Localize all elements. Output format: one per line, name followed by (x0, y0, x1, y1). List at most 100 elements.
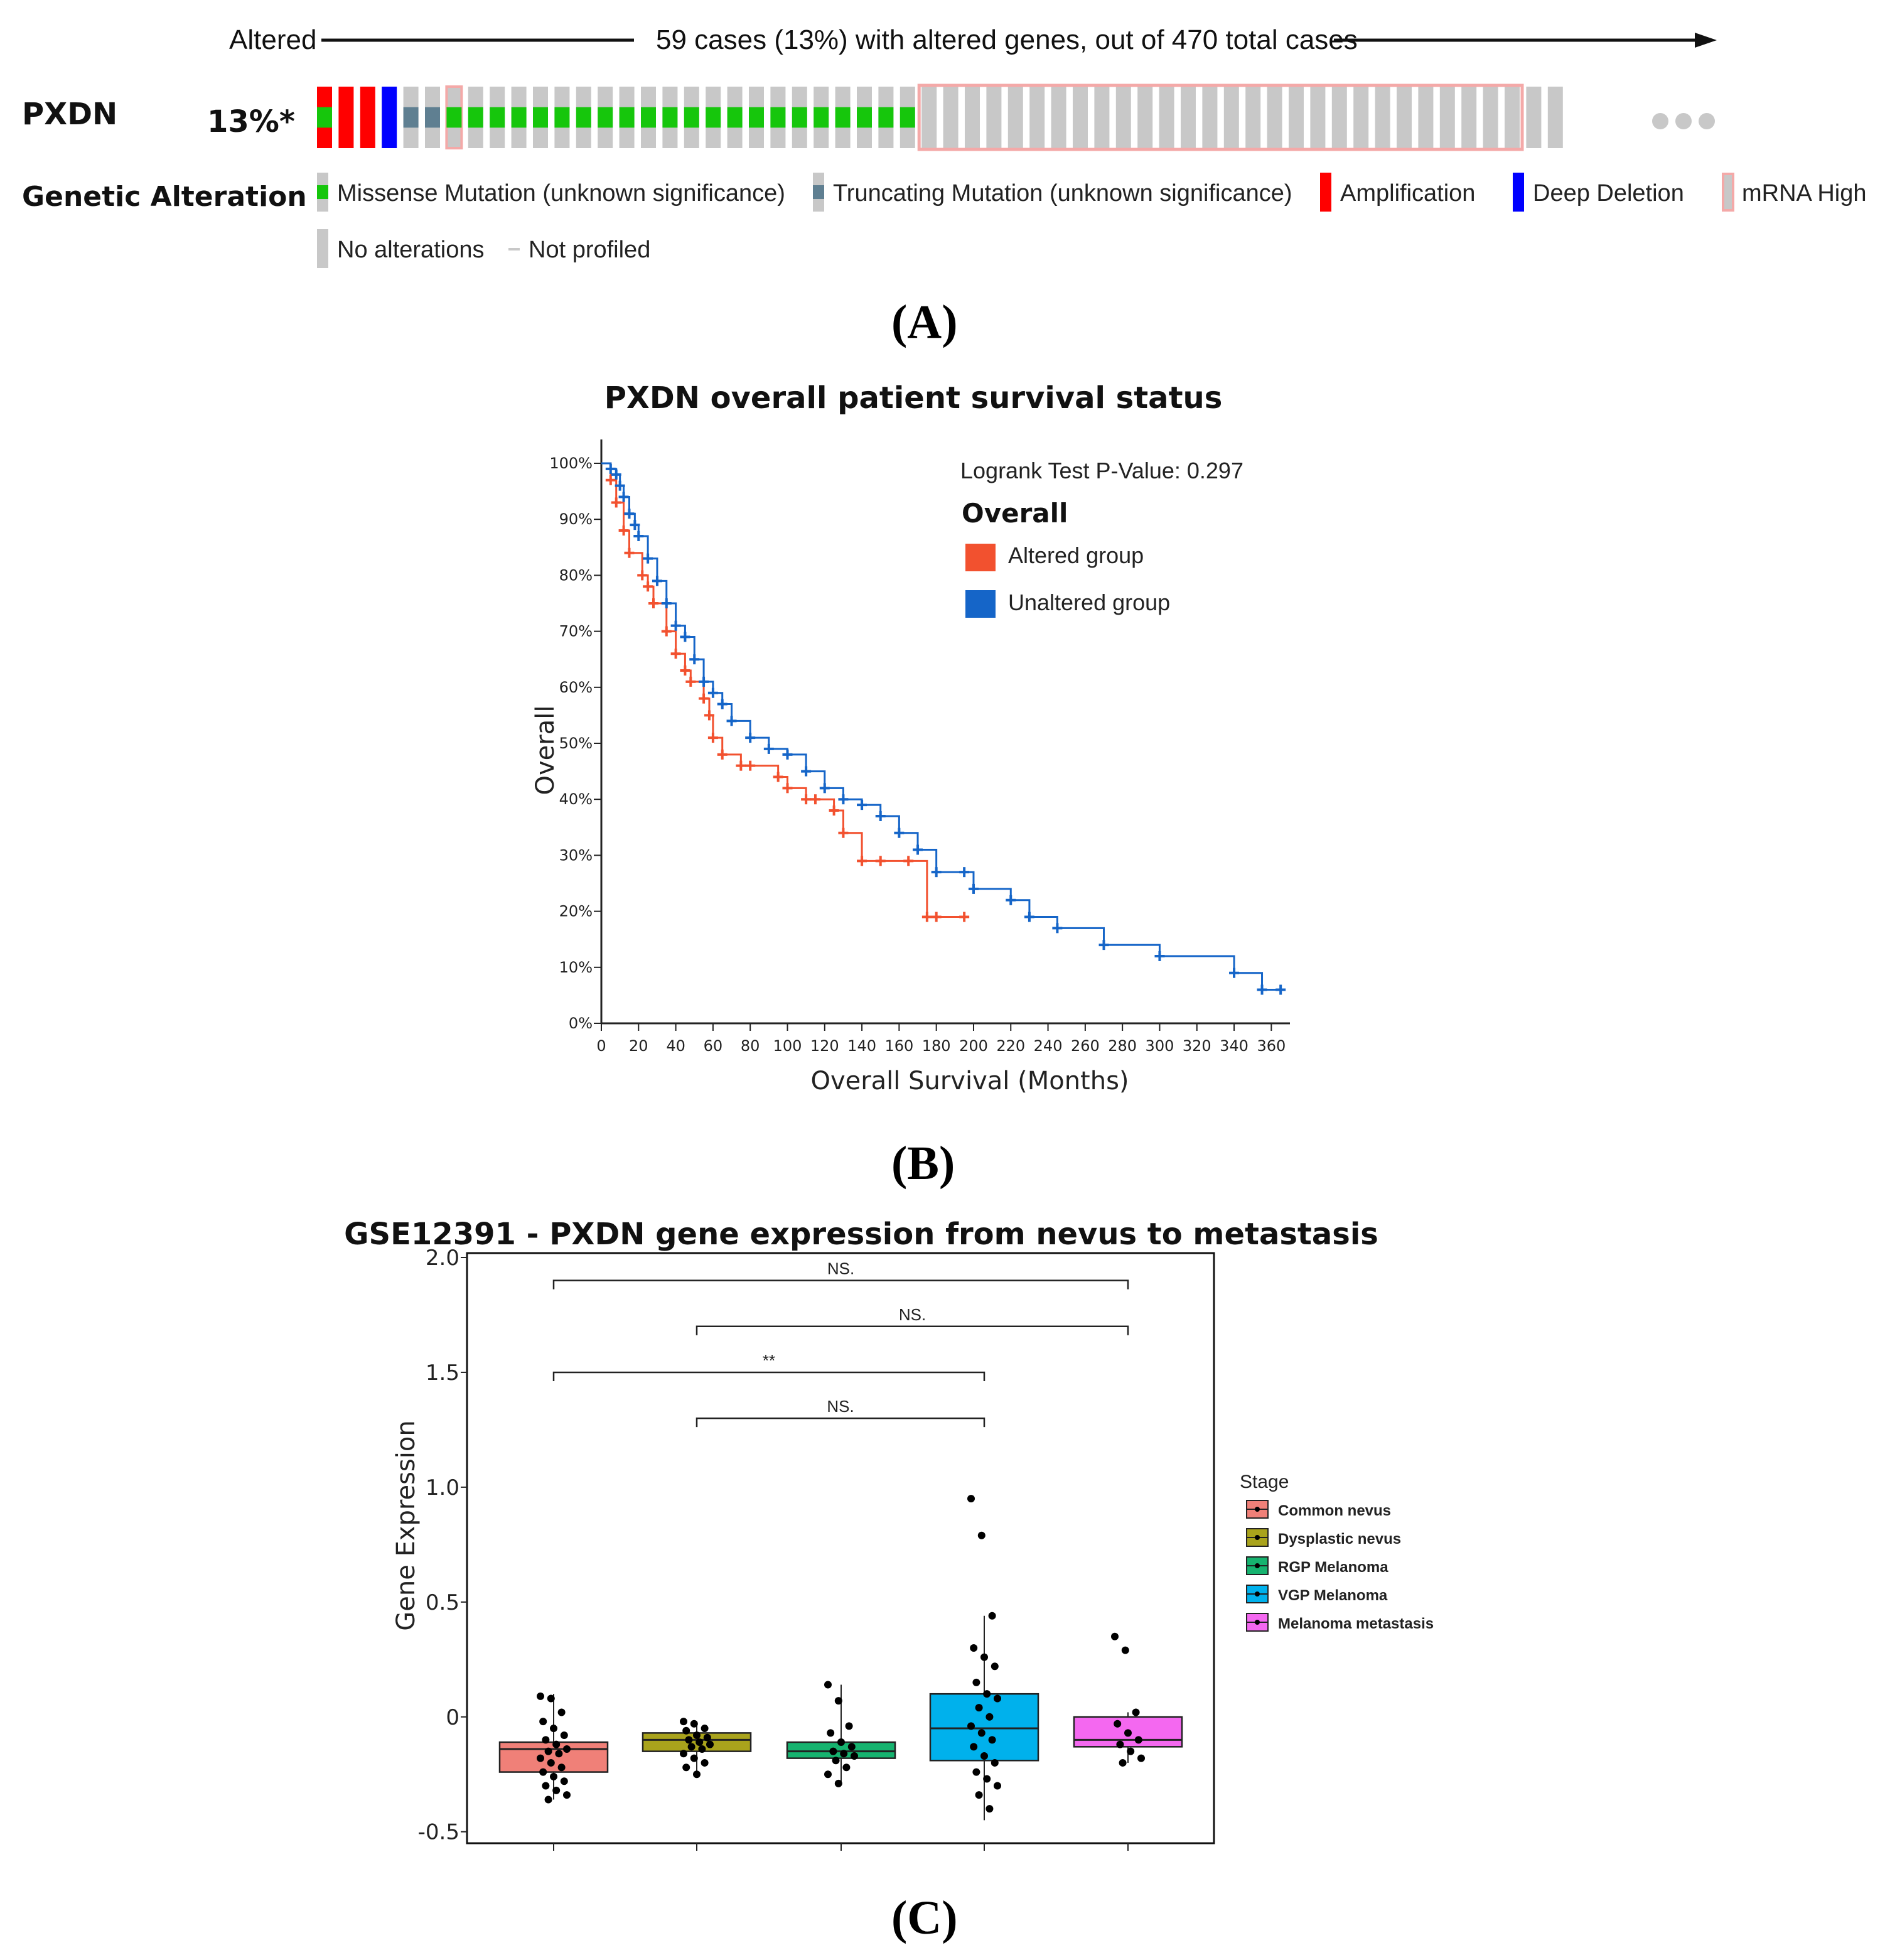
missense-mark (835, 107, 851, 128)
oncoprint-cell (1007, 87, 1023, 148)
km-axes: 0 20 40 60 80 100 120 140 160 180 200 220 240 260 280 3… (549, 439, 1290, 1055)
data-point (552, 1786, 561, 1794)
censor-mark (717, 749, 728, 760)
km-legend-title: Overall (962, 498, 1068, 529)
stage-legend-item: Dysplastic nevus (1246, 1528, 1401, 1548)
x-tick-label: 0 (596, 1037, 606, 1055)
x-tick-label: 120 (810, 1037, 839, 1055)
no-alteration-mark (1051, 87, 1066, 148)
missense-mark (770, 107, 786, 128)
no-alteration-mark (1137, 87, 1153, 148)
oncoprint-cell (792, 87, 807, 148)
truncating-mark (403, 107, 419, 128)
censor-mark (773, 772, 783, 782)
data-point (983, 1690, 991, 1698)
x-tick-label: 40 (666, 1037, 685, 1055)
genetic-alteration-label: Genetic Alteration (22, 181, 307, 213)
more-ellipsis-icon (1652, 113, 1715, 129)
x-tick-label: 240 (1034, 1037, 1063, 1055)
data-point (845, 1722, 853, 1730)
censor-mark (637, 570, 648, 581)
missense-mark (641, 107, 656, 128)
data-point (985, 1713, 994, 1721)
no-alteration-mark (1245, 87, 1261, 148)
censor-mark (959, 867, 970, 878)
oncoprint-cell (1483, 87, 1498, 148)
y-tick-label: 0.5 (426, 1590, 459, 1615)
data-point (829, 1747, 837, 1755)
oncoprint-cell (770, 87, 786, 148)
data-point (985, 1805, 994, 1813)
data-point (680, 1718, 687, 1726)
data-point (827, 1729, 835, 1737)
data-point (1134, 1736, 1142, 1744)
data-point (537, 1754, 544, 1762)
censor-mark (801, 766, 812, 777)
censor-mark (782, 749, 793, 760)
not-profiled-swatch (508, 248, 520, 250)
data-point (988, 1736, 996, 1744)
stage-legend-label: RGP Melanoma (1278, 1559, 1388, 1576)
oncoprint-cell (641, 87, 656, 148)
data-point (991, 1662, 999, 1671)
x-tick-label: 80 (741, 1037, 760, 1055)
legend-item-mrna: mRNA High (1722, 173, 1867, 212)
censor-mark (1052, 923, 1063, 934)
stage-swatch-point (1255, 1591, 1260, 1597)
deletion-mark (382, 87, 397, 148)
censor-mark (782, 783, 793, 794)
oncoprint-cell (554, 87, 570, 148)
data-point (698, 1745, 706, 1753)
significance-label: NS. (899, 1305, 926, 1324)
y-tick-label: 10% (559, 959, 593, 976)
data-point (560, 1731, 568, 1740)
legend-item-notprofiled: Not profiled (508, 237, 650, 263)
y-tick-label: 50% (559, 735, 593, 752)
censor-mark (726, 716, 737, 726)
legend-swatch (1722, 173, 1734, 212)
oncoprint-cell (533, 87, 548, 148)
censor-mark (913, 844, 923, 855)
censor-mark (903, 856, 914, 866)
legend-item-truncating: Truncating Mutation (unknown significanc… (813, 173, 1292, 212)
km-xlabel: Overall Survival (Months) (810, 1067, 1129, 1096)
censor-mark (875, 856, 886, 866)
oncoprint-cell (1547, 87, 1563, 148)
oncoprint-cell (425, 87, 440, 148)
no-alteration-mark (1267, 87, 1282, 148)
panel-label-b: (B) (891, 1137, 955, 1190)
censor-mark (611, 497, 621, 508)
censor-mark (1275, 984, 1286, 995)
x-tick-label: 200 (959, 1037, 988, 1055)
stage-legend-item: RGP Melanoma (1246, 1556, 1388, 1576)
no-alteration-mark (1159, 87, 1174, 148)
data-point (1124, 1729, 1132, 1737)
bracket-line (552, 1279, 1129, 1290)
box-iqr (929, 1693, 1039, 1762)
legend-label: Amplification (1340, 180, 1475, 207)
oncoprint-cell (684, 87, 699, 148)
stage-swatch-point (1255, 1535, 1260, 1540)
censor-mark (838, 827, 849, 838)
oncoprint-cell (900, 87, 915, 148)
legend-label: Deep Deletion (1533, 180, 1684, 207)
censor-mark (680, 665, 690, 676)
oncoprint-cell (1245, 87, 1261, 148)
oncoprint-cell (878, 87, 894, 148)
legend-label-unaltered: Unaltered group (1008, 590, 1170, 615)
missense-mark (446, 107, 462, 128)
censor-mark (685, 676, 696, 687)
data-point (980, 1653, 988, 1661)
panel-label-c: (C) (891, 1892, 958, 1944)
data-point (560, 1777, 568, 1785)
data-point (824, 1681, 832, 1689)
censor-mark (630, 520, 640, 530)
censor-mark (801, 794, 812, 805)
data-point (557, 1763, 566, 1772)
data-point (972, 1768, 980, 1776)
bracket-line (695, 1417, 985, 1428)
data-point (1127, 1747, 1135, 1755)
no-alteration-mark (1439, 87, 1455, 148)
box-plot-area (498, 1495, 1183, 1821)
censor-mark (763, 743, 774, 754)
